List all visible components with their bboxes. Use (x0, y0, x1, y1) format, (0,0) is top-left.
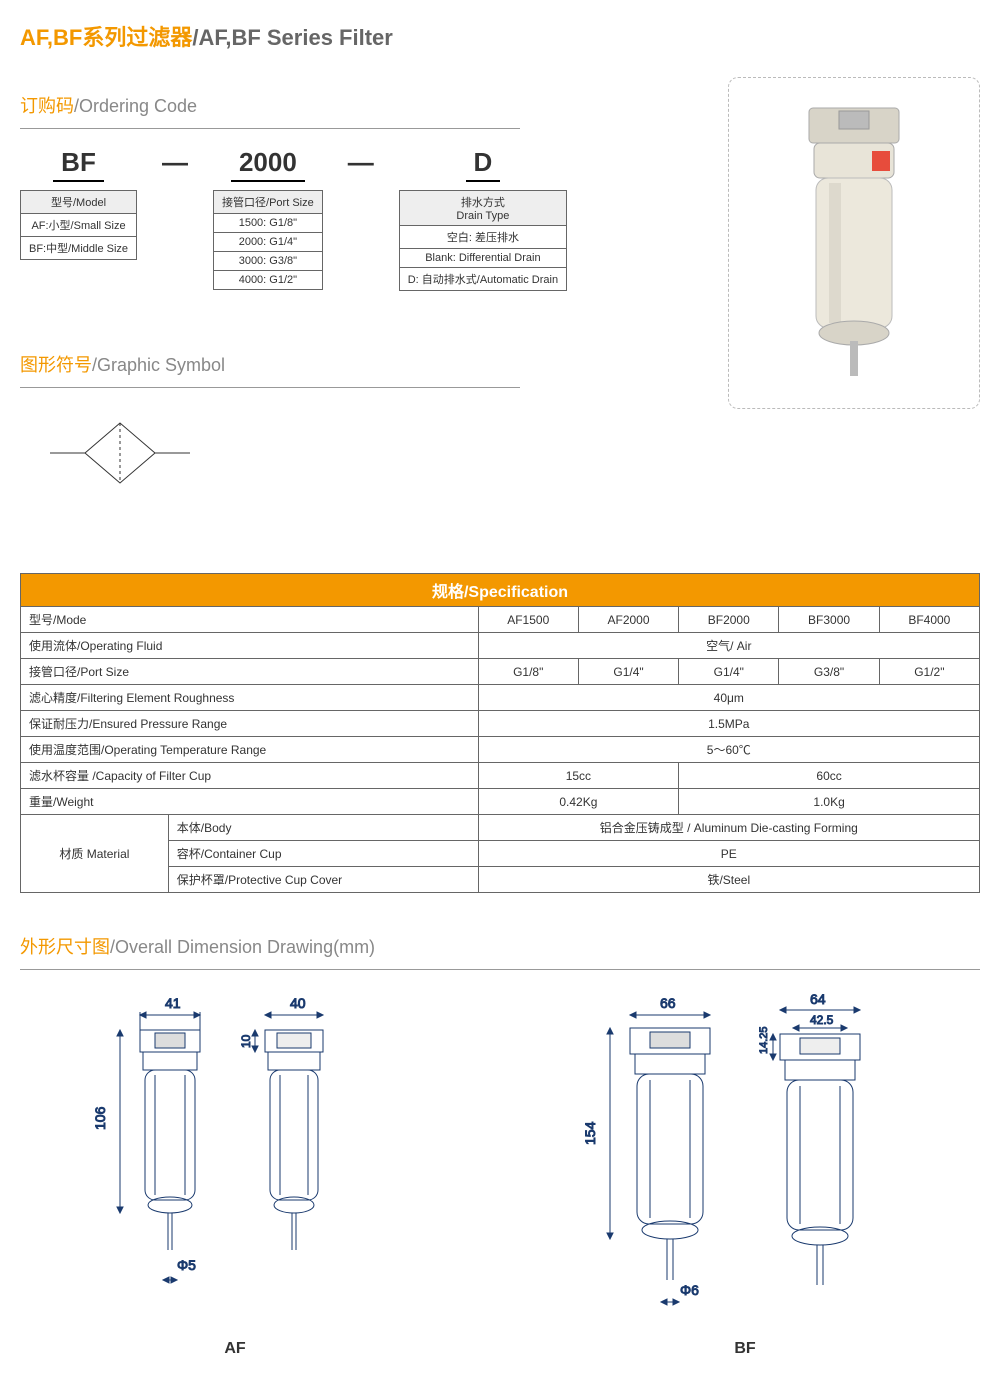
divider (20, 387, 520, 388)
product-photo (728, 77, 980, 409)
ordering-heading: 订购码/Ordering Code (20, 92, 688, 118)
dims-heading: 外形尺寸图/Overall Dimension Drawing(mm) (20, 933, 980, 959)
title-en: /AF,BF Series Filter (192, 25, 393, 50)
svg-text:Φ6: Φ6 (680, 1282, 699, 1298)
port-table: 接管口径/Port Size 1500: G1/8" 2000: G1/4" 3… (213, 190, 323, 290)
svg-text:Φ5: Φ5 (177, 1257, 196, 1273)
drain-table: 排水方式Drain Type 空白: 差压排水 Blank: Different… (399, 190, 567, 291)
svg-text:41: 41 (165, 995, 181, 1011)
divider (20, 128, 520, 129)
svg-text:14.25: 14.25 (758, 1026, 770, 1054)
dim-bf: 66 154 Φ6 64 42.5 14.25 (585, 990, 905, 1358)
code-part-size: 2000 (231, 147, 305, 182)
svg-text:40: 40 (290, 995, 306, 1011)
model-table: 型号/Model AF:小型/Small Size BF:中型/Middle S… (20, 190, 137, 260)
page-title: AF,BF系列过滤器/AF,BF Series Filter (20, 20, 980, 52)
graphic-symbol-icon (50, 418, 688, 493)
title-cn: AF,BF系列过滤器 (20, 25, 192, 50)
code-part-drain: D (466, 147, 501, 182)
dimension-drawings: 41 106 Φ5 40 10 (20, 990, 980, 1358)
spec-table: 规格/Specification 型号/Mode AF1500 AF2000 B… (20, 573, 980, 893)
code-part-model: BF (53, 147, 104, 182)
ordering-code-diagram: BF 型号/Model AF:小型/Small Size BF:中型/Middl… (20, 147, 688, 291)
svg-text:64: 64 (810, 991, 826, 1007)
graphic-heading: 图形符号/Graphic Symbol (20, 351, 688, 377)
dim-af: 41 106 Φ5 40 10 (95, 990, 375, 1358)
divider (20, 969, 980, 970)
svg-text:106: 106 (95, 1106, 108, 1130)
svg-text:10: 10 (239, 1034, 253, 1048)
spec-section: 规格/Specification 型号/Mode AF1500 AF2000 B… (20, 573, 980, 893)
svg-text:154: 154 (585, 1121, 598, 1145)
svg-text:42.5: 42.5 (810, 1013, 834, 1027)
svg-text:66: 66 (660, 995, 676, 1011)
